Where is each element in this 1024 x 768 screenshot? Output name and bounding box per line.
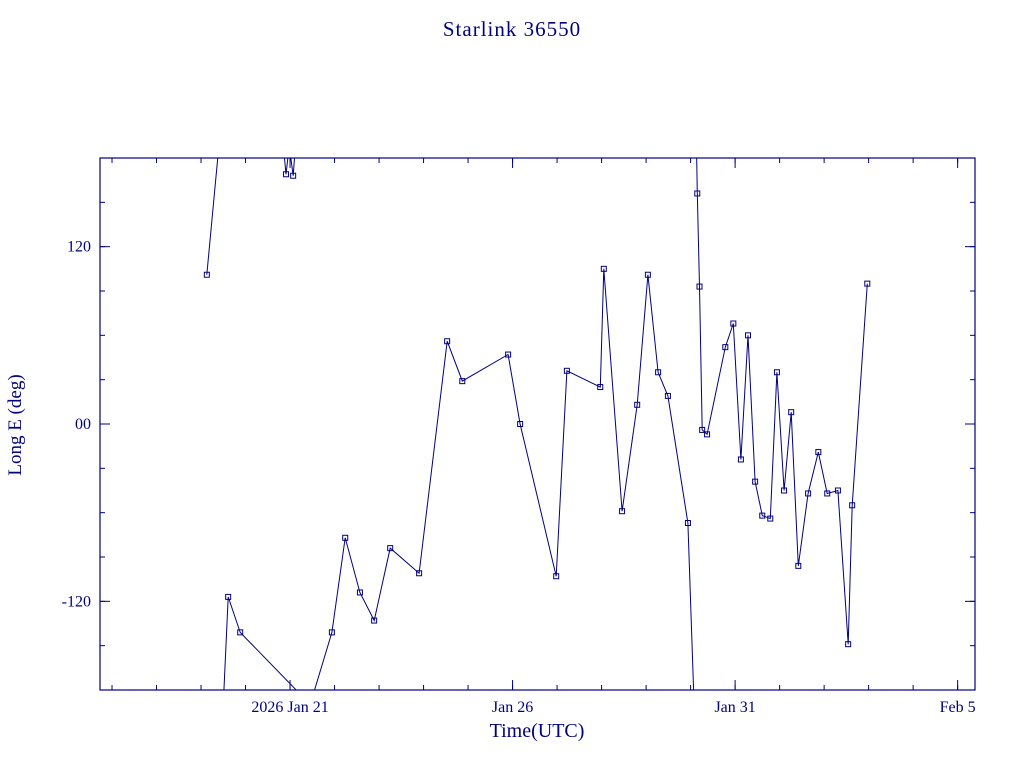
data-line-segment [206, 158, 219, 275]
data-line-segment [314, 268, 695, 690]
data-point-marker [730, 320, 737, 327]
data-point-marker [781, 487, 788, 494]
data-point-marker [745, 332, 752, 339]
data-point-marker [553, 573, 560, 580]
data-point-marker [696, 283, 703, 290]
data-point-marker [752, 478, 759, 485]
data-line-segment [223, 596, 297, 690]
data-point-marker [619, 508, 626, 515]
data-point-marker [387, 545, 394, 552]
y-tick-label: 120 [67, 239, 91, 256]
data-point-marker [203, 271, 210, 278]
data-point-marker [283, 171, 290, 178]
data-point-marker [644, 271, 651, 278]
data-point-marker [655, 369, 662, 376]
data-point-marker [416, 570, 423, 577]
data-point-marker [759, 512, 766, 519]
x-tick-label: Jan 31 [714, 699, 755, 716]
data-point-marker [290, 172, 297, 179]
data-point-marker [704, 431, 711, 438]
x-tick-label: Jan 26 [492, 699, 533, 716]
data-point-marker [664, 392, 671, 399]
data-point-marker [342, 534, 349, 541]
chart-title: Starlink 36550 [442, 17, 582, 41]
data-point-marker [459, 378, 466, 385]
data-point-marker [795, 562, 802, 569]
data-point-marker [237, 629, 244, 636]
data-point-marker [773, 369, 780, 376]
data-point-marker [805, 490, 812, 497]
data-point-marker [444, 338, 451, 345]
x-tick-label: 2026 Jan 21 [251, 699, 328, 716]
data-point-marker [517, 421, 524, 427]
data-point-marker [597, 384, 604, 391]
data-line-segment [696, 158, 868, 645]
data-point-marker [722, 344, 729, 351]
data-point-marker [505, 351, 512, 358]
data-point-marker [834, 487, 841, 494]
data-point-marker [328, 629, 335, 636]
data-point-marker [824, 490, 831, 497]
y-tick-label: 00 [75, 416, 91, 433]
data-line-segment [283, 158, 295, 176]
data-point-marker [699, 426, 706, 433]
y-axis-label: Long E (deg) [5, 374, 26, 476]
y-tick-label: -120 [62, 593, 91, 610]
data-point-marker [737, 456, 744, 463]
data-point-marker [767, 515, 774, 522]
data-point-marker [371, 617, 378, 624]
data-layer [203, 158, 871, 690]
data-point-marker [845, 641, 852, 648]
data-point-marker [225, 593, 232, 600]
data-point-marker [600, 265, 607, 272]
x-axis-label: Time(UTC) [489, 720, 585, 742]
data-point-marker [694, 190, 701, 197]
plot-frame [99, 157, 976, 691]
data-point-marker [563, 367, 570, 374]
data-point-marker [634, 401, 641, 408]
data-point-marker [356, 589, 363, 596]
data-point-marker [864, 280, 871, 287]
data-point-marker [684, 520, 691, 527]
data-point-marker [849, 502, 856, 509]
x-tick-label: Feb 5 [940, 699, 976, 716]
data-point-marker [815, 449, 822, 456]
data-point-marker [788, 409, 795, 416]
